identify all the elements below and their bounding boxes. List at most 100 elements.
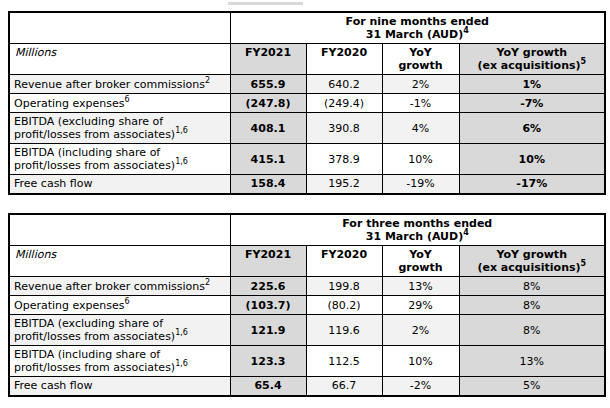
column-header-yoy-growth-ex: YoY growth (ex acquisitions)5 — [459, 44, 605, 75]
fy2020-value: 390.8 — [306, 113, 382, 144]
footnote-ref: 1,6 — [175, 359, 188, 368]
fy2020-value: 119.6 — [306, 315, 382, 346]
yoy-header-line1: YoY — [409, 248, 431, 261]
yoy-growth-value: 2% — [382, 75, 459, 94]
row-label-text: Operating expenses — [14, 97, 125, 110]
column-header-millions: Millions — [9, 246, 230, 277]
fy2021-value: 225.6 — [230, 277, 306, 296]
yoy-growth-value: 10% — [382, 346, 459, 377]
column-header-fy2020: FY2020 — [306, 246, 382, 277]
ex-header-line1: YoY growth — [497, 248, 567, 261]
footnote-ref: 2 — [205, 278, 210, 287]
period-line2: 31 March (AUD) — [366, 28, 463, 41]
row-label-text: EBITDA (including share of profit/losses… — [14, 146, 175, 172]
table-row: EBITDA (including share of profit/losses… — [9, 144, 605, 175]
row-label: Free cash flow — [9, 377, 230, 396]
column-header-millions: Millions — [9, 44, 230, 75]
row-label: Revenue after broker commissions2 — [9, 277, 230, 296]
row-label-text: EBITDA (including share of profit/losses… — [14, 348, 175, 374]
column-header-fy2021: FY2021 — [230, 246, 306, 277]
yoy-header-line2: growth — [398, 59, 442, 72]
table-row: EBITDA (including share of profit/losses… — [9, 346, 605, 377]
nine-months-table: For nine months ended 31 March (AUD)4 Mi… — [8, 11, 606, 195]
fy2020-value: 66.7 — [306, 377, 382, 396]
ex-header-line1: YoY growth — [497, 46, 567, 59]
period-header: For three months ended 31 March (AUD)4 — [230, 214, 605, 246]
footnote-ref: 2 — [205, 76, 210, 85]
footnote-ref: 4 — [463, 26, 469, 35]
row-label: EBITDA (including share of profit/losses… — [9, 346, 230, 377]
yoy-growth-value: -1% — [382, 94, 459, 113]
table-row: Free cash flow 158.4 195.2 -19% -17% — [9, 175, 605, 194]
yoy-growth-ex-value: 13% — [459, 346, 605, 377]
row-label-text: Free cash flow — [14, 177, 92, 190]
row-label-text: Free cash flow — [14, 379, 92, 392]
yoy-growth-value: 4% — [382, 113, 459, 144]
table-row: Revenue after broker commissions2 225.6 … — [9, 277, 605, 296]
ex-header-line2: (ex acquisitions) — [477, 261, 580, 274]
cropped-cell-artifact — [228, 2, 303, 5]
period-line1: For three months ended — [342, 217, 492, 230]
footnote-ref: 1,6 — [175, 328, 188, 337]
period-line2: 31 March (AUD) — [366, 230, 463, 243]
fy2020-value: 378.9 — [306, 144, 382, 175]
row-label-text: EBITDA (excluding share of profit/losses… — [14, 115, 175, 141]
row-label: EBITDA (including share of profit/losses… — [9, 144, 230, 175]
fy2021-value: 65.4 — [230, 377, 306, 396]
fy2021-value: 158.4 — [230, 175, 306, 194]
fy2020-value: 640.2 — [306, 75, 382, 94]
row-label: Revenue after broker commissions2 — [9, 75, 230, 94]
table-row: EBITDA (excluding share of profit/losses… — [9, 315, 605, 346]
footnote-ref: 5 — [581, 259, 587, 268]
yoy-growth-ex-value: 8% — [459, 296, 605, 315]
fy2020-value: (249.4) — [306, 94, 382, 113]
column-header-fy2020: FY2020 — [306, 44, 382, 75]
fy2021-value: (103.7) — [230, 296, 306, 315]
footnote-ref: 1,6 — [175, 157, 188, 166]
footnote-ref: 6 — [125, 95, 130, 104]
footnote-ref: 5 — [581, 57, 587, 66]
yoy-header-line1: YoY — [409, 46, 431, 59]
footnote-ref: 1,6 — [175, 126, 188, 135]
table-row: Millions FY2021 FY2020 YoY growth YoY gr… — [9, 246, 605, 277]
fy2021-value: 121.9 — [230, 315, 306, 346]
fy2020-value: (80.2) — [306, 296, 382, 315]
column-header-yoy-growth-ex: YoY growth (ex acquisitions)5 — [459, 246, 605, 277]
column-header-fy2021: FY2021 — [230, 44, 306, 75]
column-header-yoy-growth: YoY growth — [382, 44, 459, 75]
yoy-header-line2: growth — [398, 261, 442, 274]
fy2021-value: 408.1 — [230, 113, 306, 144]
row-label: Free cash flow — [9, 175, 230, 194]
yoy-growth-value: 13% — [382, 277, 459, 296]
table-row: Millions FY2021 FY2020 YoY growth YoY gr… — [9, 44, 605, 75]
footnote-ref: 6 — [125, 297, 130, 306]
column-header-yoy-growth: YoY growth — [382, 246, 459, 277]
fy2021-value: 415.1 — [230, 144, 306, 175]
yoy-growth-ex-value: 8% — [459, 315, 605, 346]
fy2021-value: 655.9 — [230, 75, 306, 94]
yoy-growth-ex-value: -17% — [459, 175, 605, 194]
table-row: For three months ended 31 March (AUD)4 — [9, 214, 605, 246]
corner-cell — [9, 12, 230, 44]
yoy-growth-value: 2% — [382, 315, 459, 346]
table-row: Operating expenses6 (247.8) (249.4) -1% … — [9, 94, 605, 113]
period-header: For nine months ended 31 March (AUD)4 — [230, 12, 605, 44]
fy2020-value: 112.5 — [306, 346, 382, 377]
table-row: Operating expenses6 (103.7) (80.2) 29% 8… — [9, 296, 605, 315]
yoy-growth-ex-value: 10% — [459, 144, 605, 175]
table-row: EBITDA (excluding share of profit/losses… — [9, 113, 605, 144]
corner-cell — [9, 214, 230, 246]
fy2021-value: (247.8) — [230, 94, 306, 113]
row-label: Operating expenses6 — [9, 296, 230, 315]
yoy-growth-ex-value: 8% — [459, 277, 605, 296]
fy2021-value: 123.3 — [230, 346, 306, 377]
table-row: For nine months ended 31 March (AUD)4 — [9, 12, 605, 44]
row-label-text: Revenue after broker commissions — [14, 78, 205, 91]
three-months-table: For three months ended 31 March (AUD)4 M… — [8, 213, 606, 397]
row-label: EBITDA (excluding share of profit/losses… — [9, 315, 230, 346]
yoy-growth-value: 10% — [382, 144, 459, 175]
footnote-ref: 4 — [463, 228, 469, 237]
fy2020-value: 199.8 — [306, 277, 382, 296]
row-label-text: Revenue after broker commissions — [14, 280, 205, 293]
yoy-growth-value: 29% — [382, 296, 459, 315]
